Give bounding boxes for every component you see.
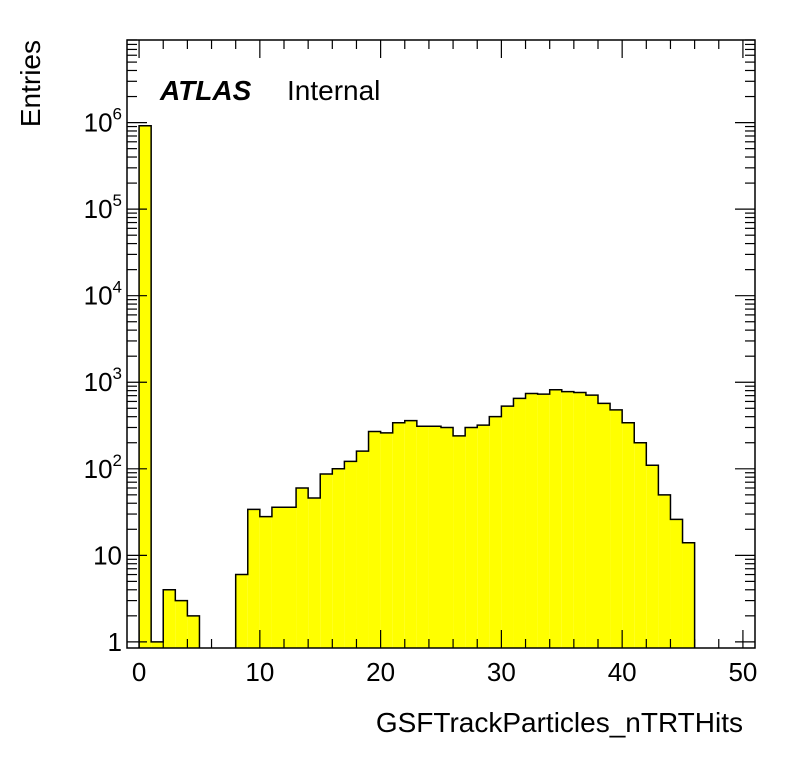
histogram-bar [175,600,188,648]
histogram-bar [296,487,309,648]
histogram-bar [356,451,369,648]
histogram-bar [416,426,429,648]
histogram-bar [247,509,260,648]
histogram-bar [610,409,623,648]
histogram-bar [489,416,502,648]
histogram-outline [138,124,696,648]
y-tick-labels: 1 10 102 103 104 105 106 [84,105,122,657]
histogram-bar [501,406,514,648]
histogram-bar [537,394,550,648]
histogram-bar [549,389,562,648]
histogram-bar [573,392,586,648]
histogram-bar [380,432,393,648]
y-tick-label: 10 [93,540,122,570]
histogram-bar [453,435,466,648]
x-tick-labels: 0 10 20 30 40 50 [132,657,758,687]
histogram-bar [368,431,381,648]
histogram-bar [235,574,248,648]
x-axis-title: GSFTrackParticles_nTRTHits [376,707,743,738]
histogram-bar [320,474,333,648]
histogram-bar [682,542,695,648]
histogram-bar [259,516,272,648]
histogram-bar [441,427,454,648]
histogram-bar [513,398,526,648]
y-tick-label: 1 [108,627,122,657]
y-tick-label: 106 [84,105,122,138]
histogram-bar [670,519,683,648]
axis-ticks [127,39,755,648]
histogram-bar [525,393,538,648]
histogram-bar [658,494,671,648]
y-tick-label: 103 [84,364,122,397]
y-axis-title: Entries [15,40,46,127]
histogram-bar [477,425,490,648]
histogram-bar [344,461,357,648]
x-tick-label: 10 [245,657,274,687]
histogram-bar [598,403,611,648]
x-tick-label: 40 [608,657,637,687]
histogram-bar [465,427,478,648]
histogram-bar [284,507,297,648]
histogram-bar [332,468,345,648]
histogram-bar [428,426,441,648]
x-tick-label: 30 [487,657,516,687]
x-tick-label: 50 [728,657,757,687]
y-tick-label: 105 [84,191,122,224]
x-tick-label: 0 [132,657,146,687]
histogram-bar [622,422,635,648]
histogram-bar [404,420,417,648]
histogram-bar [561,391,574,648]
histogram-bar [139,125,152,649]
plot-frame [126,39,756,649]
histogram-bars [139,125,695,649]
histogram-bar [151,641,164,648]
histogram-bar [271,507,284,648]
histogram-bar [634,442,647,648]
histogram-bar [585,395,598,648]
histogram-bar [187,615,200,648]
internal-label: Internal [287,75,380,106]
histogram-bar [392,422,405,648]
histogram-bar [163,589,176,648]
y-tick-label: 102 [84,451,122,484]
x-tick-label: 20 [366,657,395,687]
atlas-label: ATLAS [159,75,252,106]
histogram-bar [646,465,659,648]
histogram-bar [308,497,321,648]
y-tick-label: 104 [84,278,122,311]
